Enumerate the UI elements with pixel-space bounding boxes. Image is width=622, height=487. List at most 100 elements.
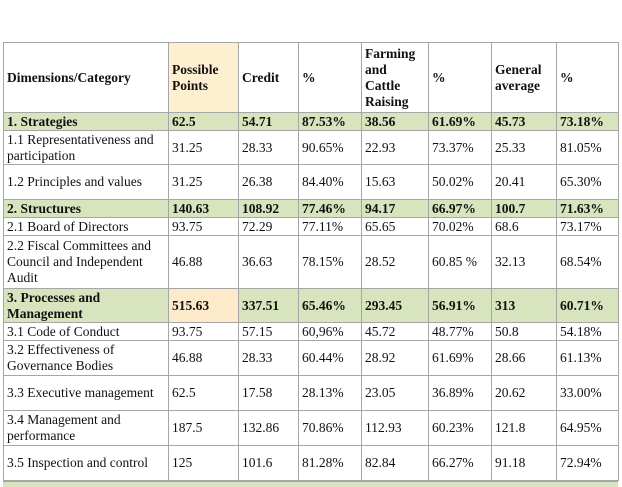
table-cell: 57.15 <box>238 322 299 341</box>
table-cell: 68.54% <box>556 235 619 289</box>
subcategory-row: 3.2 Effectiveness of Governance Bodies 46… <box>3 340 619 376</box>
table-cell: 1. Strategies <box>3 112 169 131</box>
table-cell: 61.13% <box>556 340 619 376</box>
table-cell: 17.58 <box>238 375 299 411</box>
table-cell: 33.00% <box>556 375 619 411</box>
table-cell: 81.05% <box>556 130 619 165</box>
subcategory-row: 1.2 Principles and values 31.25 26.38 84.40… <box>3 164 619 200</box>
table-cell: 2.1 Board of Directors <box>3 217 169 236</box>
table-cell: 60,96% <box>298 322 362 341</box>
table-cell: 46.88 <box>168 340 239 376</box>
table-cell: 46.88 <box>168 235 239 289</box>
table-cell: 61.69% <box>428 340 492 376</box>
table-cell: 60.71% <box>556 288 619 323</box>
table-cell: 93.75 <box>168 322 239 341</box>
table-cell: 91.18 <box>491 445 557 481</box>
table-cell: 125 <box>168 445 239 481</box>
table-cell: 3.2 Effectiveness of Governance Bodies <box>3 340 169 376</box>
table-cell: 73.18% <box>556 112 619 131</box>
subcategory-row: 1.1 Representativeness and participation… <box>3 130 619 165</box>
table-cell: 66.27% <box>428 445 492 481</box>
table-cell: 31.25 <box>168 164 239 200</box>
header-cell: Dimensions/Category <box>3 42 169 113</box>
table-cell: 50.02% <box>428 164 492 200</box>
subcategory-row: 2.2 Fiscal Committees and Council and In… <box>3 235 619 289</box>
table-cell: 25.33 <box>491 130 557 165</box>
table-cell: 3.4 Management and performance <box>3 410 169 446</box>
table-cell: 90.65% <box>298 130 362 165</box>
table-cell: 23.05 <box>361 375 429 411</box>
subcategory-row: 3.1 Code of Conduct 93.75 57.15 60,96% 45.72… <box>3 322 619 341</box>
table-cell: 54.18% <box>556 322 619 341</box>
table-cell: 84.40% <box>298 164 362 200</box>
table-cell: 70.02% <box>428 217 492 236</box>
table-cell: 100.7 <box>491 199 557 218</box>
header-cell: General average <box>491 42 557 113</box>
category-row: 2. Structures 140.63 108.92 77.46% 94.17 66.9… <box>3 199 619 218</box>
table-cell: 28.33 <box>238 340 299 376</box>
table-cell: 20.41 <box>491 164 557 200</box>
table-cell: 77.11% <box>298 217 362 236</box>
table-cell: 72.94% <box>556 445 619 481</box>
table-cell: 187.5 <box>168 410 239 446</box>
table-cell: 60.44% <box>298 340 362 376</box>
table-cell: 72.29 <box>238 217 299 236</box>
table-cell: 73.37% <box>428 130 492 165</box>
table-cell: 28.33 <box>238 130 299 165</box>
table-cell: 108.92 <box>238 199 299 218</box>
table-cell: 54.71 <box>238 112 299 131</box>
table-cell: 3.5 Inspection and control <box>3 445 169 481</box>
subcategory-row: 3.4 Management and performance 187.5 132.8… <box>3 410 619 446</box>
table-cell: 77.46% <box>298 199 362 218</box>
table-cell: 140.63 <box>168 199 239 218</box>
category-row: 1. Strategies 62.5 54.71 87.53% 38.56 61.69% 4… <box>3 112 619 131</box>
table-cell: 68.6 <box>491 217 557 236</box>
table-cell: 22.93 <box>361 130 429 165</box>
table-cell: 56.91% <box>428 288 492 323</box>
header-row: Dimensions/Category Possible Points Credit… <box>3 42 619 113</box>
table-cell: 65.46% <box>298 288 362 323</box>
table-cell: 64.95% <box>556 410 619 446</box>
table-cell: 81.28% <box>298 445 362 481</box>
header-cell: % <box>428 42 492 113</box>
table-cell: 1.2 Principles and values <box>3 164 169 200</box>
table-cell: 65.65 <box>361 217 429 236</box>
table-cell: 60.85 % <box>428 235 492 289</box>
table-body: Dimensions/Category Possible Points Credit… <box>3 42 619 481</box>
table-cell: 32.13 <box>491 235 557 289</box>
table-cell: 3. Processes and Management <box>3 288 169 323</box>
table-cell: 26.38 <box>238 164 299 200</box>
table-cell: 101.6 <box>238 445 299 481</box>
table-cell: 112.93 <box>361 410 429 446</box>
table-cell: 71.63% <box>556 199 619 218</box>
governance-table: Dimensions/Category Possible Points Credit… <box>3 42 619 481</box>
table-cell: 2. Structures <box>3 199 169 218</box>
table-cell: 313 <box>491 288 557 323</box>
category-row: 3. Processes and Management 515.63 337.51 6… <box>3 288 619 323</box>
header-cell: Possible Points <box>168 42 239 113</box>
table-cell: 45.73 <box>491 112 557 131</box>
table-cell: 36.89% <box>428 375 492 411</box>
table-cell: 1.1 Representativeness and participation <box>3 130 169 165</box>
table-cell: 3.3 Executive management <box>3 375 169 411</box>
header-cell: % <box>298 42 362 113</box>
table-cell: 61.69% <box>428 112 492 131</box>
subcategory-row: 2.1 Board of Directors 93.75 72.29 77.11% 65… <box>3 217 619 236</box>
table-cell: 66.97% <box>428 199 492 218</box>
table-cell: 82.84 <box>361 445 429 481</box>
table-cell: 78.15% <box>298 235 362 289</box>
table-cell: 132.86 <box>238 410 299 446</box>
table-cell: 45.72 <box>361 322 429 341</box>
subcategory-row: 3.5 Inspection and control 125 101.6 81.28%… <box>3 445 619 481</box>
cut-off-row <box>3 481 618 487</box>
table-cell: 28.13% <box>298 375 362 411</box>
table-cell: 73.17% <box>556 217 619 236</box>
table-cell: 3.1 Code of Conduct <box>3 322 169 341</box>
table-cell: 36.63 <box>238 235 299 289</box>
table-cell: 2.2 Fiscal Committees and Council and In… <box>3 235 169 289</box>
table-cell: 62.5 <box>168 375 239 411</box>
table-cell: 65.30% <box>556 164 619 200</box>
table-cell: 60.23% <box>428 410 492 446</box>
table-cell: 48.77% <box>428 322 492 341</box>
